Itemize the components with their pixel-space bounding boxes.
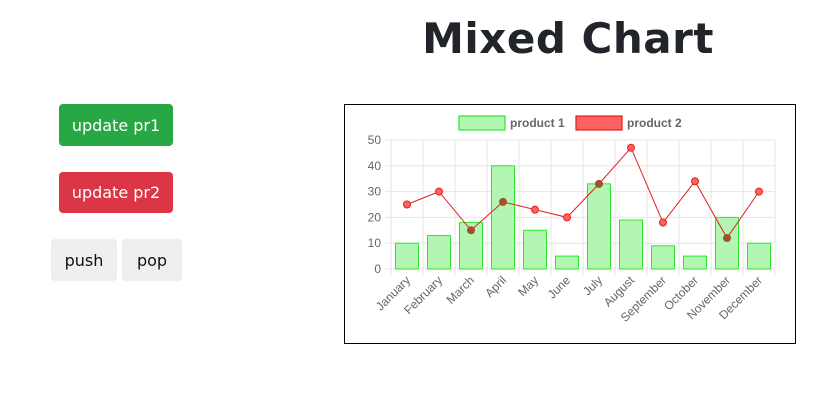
bar-product-1 — [554, 255, 580, 270]
point-product-2 — [499, 197, 507, 206]
point-product-2 — [403, 200, 411, 209]
bar-product-1 — [458, 222, 484, 270]
y-tick-label: 40 — [368, 159, 382, 173]
point-product-2 — [563, 213, 571, 222]
x-tick-label: May — [515, 273, 541, 299]
point-product-2 — [691, 177, 699, 186]
x-tick-label: July — [580, 273, 605, 298]
bar-product-1 — [714, 216, 740, 270]
point-product-2 — [435, 187, 443, 196]
push-button[interactable]: push — [51, 239, 117, 281]
bar-product-1 — [426, 234, 452, 270]
x-tick-label: April — [482, 273, 509, 300]
page-title: Mixed Chart — [422, 14, 714, 63]
y-tick-label: 0 — [374, 262, 381, 276]
bar-product-1 — [650, 245, 676, 270]
line-product-2 — [406, 146, 760, 239]
legend-label-product-1: product 1 — [510, 116, 565, 130]
bar-product-1 — [522, 229, 548, 270]
legend-swatch-product-1 — [458, 115, 506, 131]
x-tick-label: June — [545, 273, 574, 302]
point-product-2 — [659, 218, 667, 227]
bar-product-1 — [682, 255, 708, 270]
point-product-2 — [595, 179, 603, 188]
point-product-2 — [627, 143, 635, 152]
bar-product-1 — [586, 183, 612, 270]
legend-swatch-product-2 — [575, 115, 623, 131]
point-product-2 — [723, 234, 731, 243]
bar-product-1 — [618, 219, 644, 270]
update-pr2-button[interactable]: update pr2 — [59, 172, 173, 213]
y-tick-label: 50 — [368, 133, 382, 147]
legend-label-product-2: product 2 — [627, 116, 682, 130]
x-tick-label: March — [444, 273, 477, 306]
y-tick-label: 30 — [368, 185, 382, 199]
point-product-2 — [531, 205, 539, 214]
point-product-2 — [467, 226, 475, 235]
bar-product-1 — [394, 242, 420, 270]
pop-button[interactable]: pop — [122, 239, 182, 281]
update-pr1-button[interactable]: update pr1 — [59, 104, 173, 146]
bar-product-1 — [490, 165, 516, 270]
mixed-chart: 0 10 20 30 40 50 January February March April May J… — [344, 104, 796, 344]
bar-product-1 — [746, 242, 772, 270]
y-tick-label: 20 — [368, 210, 382, 224]
y-tick-label: 10 — [368, 236, 382, 250]
point-product-2 — [755, 187, 763, 196]
